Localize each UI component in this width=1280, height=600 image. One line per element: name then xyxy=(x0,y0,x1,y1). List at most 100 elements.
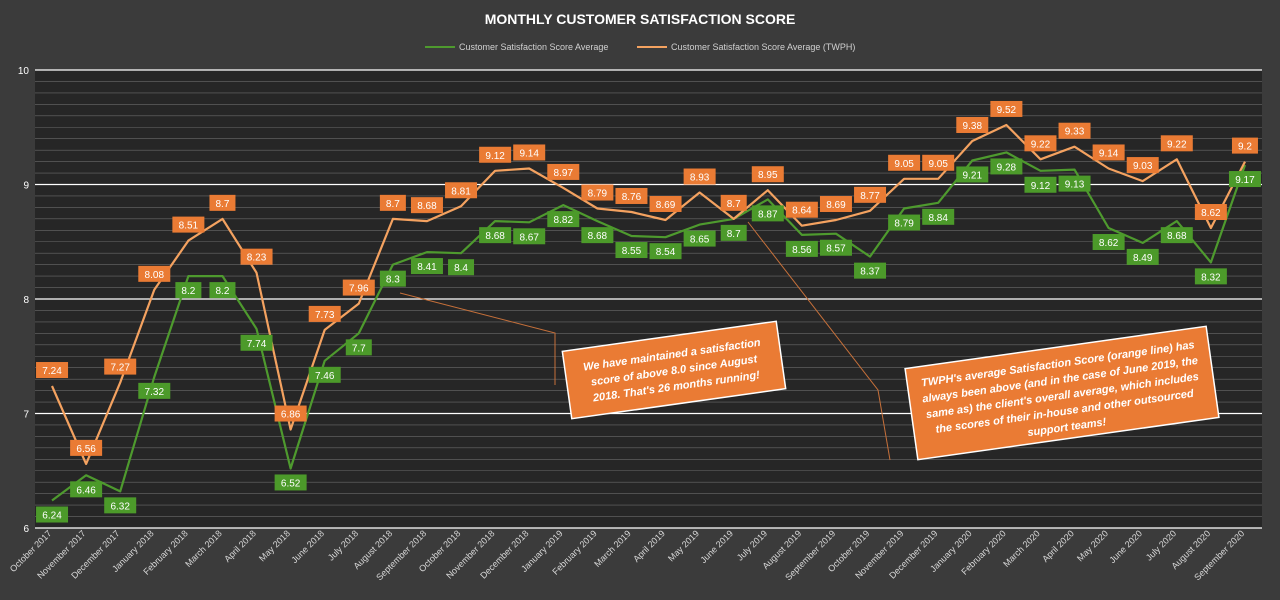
data-label-text: 9.13 xyxy=(1065,180,1085,191)
data-label-bg xyxy=(1194,204,1227,221)
data-label-green: 8.65 xyxy=(683,230,716,247)
data-label-bg xyxy=(240,248,273,265)
data-label-bg xyxy=(345,339,372,356)
y-tick-label: 6 xyxy=(23,524,29,535)
data-label-text: 9.14 xyxy=(1099,148,1119,159)
data-label-text: 8.69 xyxy=(656,200,676,211)
data-label-green: 8.82 xyxy=(547,211,580,228)
data-label-text: 8.97 xyxy=(554,168,574,179)
data-label-green: 8.84 xyxy=(922,208,955,225)
data-label-text: 8.08 xyxy=(145,270,165,281)
y-tick-label: 8 xyxy=(23,295,29,306)
data-label-bg xyxy=(819,195,852,212)
data-label-bg xyxy=(410,197,443,214)
data-label-orange: 9.05 xyxy=(922,154,955,171)
data-label-text: 6.86 xyxy=(281,410,301,421)
data-label-text: 8.69 xyxy=(826,200,846,211)
data-label-bg xyxy=(888,214,921,231)
data-label-bg xyxy=(854,186,887,203)
data-label-text: 9.2 xyxy=(1238,142,1252,153)
data-label-text: 8.4 xyxy=(454,263,468,274)
data-label-text: 9.12 xyxy=(485,151,505,162)
data-label-bg xyxy=(274,405,307,422)
data-label-green: 7.32 xyxy=(138,382,171,399)
data-label-bg xyxy=(513,228,546,245)
data-label-green: 8.68 xyxy=(581,227,614,244)
data-label-orange: 9.03 xyxy=(1126,157,1159,174)
data-label-text: 8.54 xyxy=(656,247,676,258)
data-label-orange: 8.08 xyxy=(138,265,171,282)
data-label-bg xyxy=(308,366,341,383)
data-label-orange: 8.51 xyxy=(172,216,205,233)
data-label-text: 8.62 xyxy=(1201,208,1221,219)
data-label-bg xyxy=(819,239,852,256)
y-tick-label: 7 xyxy=(23,410,29,421)
data-label-bg xyxy=(138,265,171,282)
data-label-bg xyxy=(547,211,580,228)
data-label-text: 7.32 xyxy=(145,387,165,398)
annotation-box-1-bg xyxy=(561,320,787,420)
annotation-pointer-1 xyxy=(399,292,556,385)
data-label-text: 8.68 xyxy=(417,201,437,212)
data-label-orange: 8.76 xyxy=(615,187,648,204)
data-label-bg xyxy=(649,195,682,212)
data-label-orange: 6.86 xyxy=(274,405,307,422)
data-label-green: 8.41 xyxy=(410,258,443,275)
data-label-text: 7.96 xyxy=(349,284,369,295)
data-label-bg xyxy=(720,194,747,211)
data-label-orange: 8.77 xyxy=(854,186,887,203)
data-label-orange: 8.7 xyxy=(379,194,406,211)
data-label-text: 9.52 xyxy=(997,105,1017,116)
data-label-green: 9.28 xyxy=(990,158,1023,175)
data-label-bg xyxy=(209,194,236,211)
data-label-bg xyxy=(683,168,716,185)
data-label-orange: 7.27 xyxy=(104,358,137,375)
data-label-text: 8.82 xyxy=(554,215,574,226)
data-label-text: 8.41 xyxy=(417,262,437,273)
data-label-green: 8.87 xyxy=(751,205,784,222)
data-label-bg xyxy=(1024,135,1057,152)
data-label-text: 8.7 xyxy=(727,199,741,210)
chart-title: MONTHLY CUSTOMER SATISFACTION SCORE xyxy=(485,11,796,27)
data-label-text: 8.79 xyxy=(588,189,608,200)
data-label-text: 6.46 xyxy=(76,485,96,496)
data-label-green: 8.49 xyxy=(1126,248,1159,265)
data-label-bg xyxy=(854,262,887,279)
data-label-text: 8.57 xyxy=(826,244,846,255)
data-label-text: 8.68 xyxy=(588,231,608,242)
data-label-text: 8.81 xyxy=(451,186,471,197)
data-label-text: 6.56 xyxy=(76,444,96,455)
data-label-orange: 8.79 xyxy=(581,184,614,201)
data-label-green: 7.7 xyxy=(345,339,372,356)
data-label-text: 8.68 xyxy=(485,231,505,242)
data-label-bg xyxy=(615,242,648,259)
data-label-orange: 9.14 xyxy=(513,144,546,161)
data-label-bg xyxy=(70,481,103,498)
data-label-orange: 7.24 xyxy=(36,362,69,379)
data-label-bg xyxy=(751,205,784,222)
data-label-green: 8.37 xyxy=(854,262,887,279)
data-label-orange: 8.97 xyxy=(547,163,580,180)
data-label-bg xyxy=(1231,137,1258,154)
data-label-bg xyxy=(581,227,614,244)
data-label-text: 8.51 xyxy=(179,221,199,232)
data-label-green: 8.54 xyxy=(649,243,682,260)
data-label-text: 9.38 xyxy=(963,121,983,132)
data-label-green: 6.24 xyxy=(36,506,69,523)
data-label-text: 9.12 xyxy=(1031,181,1051,192)
data-label-text: 8.95 xyxy=(758,170,778,181)
data-label-bg xyxy=(513,144,546,161)
data-label-orange: 9.38 xyxy=(956,116,989,133)
data-label-text: 7.46 xyxy=(315,371,335,382)
data-label-orange: 7.73 xyxy=(308,305,341,322)
data-label-bg xyxy=(274,474,307,491)
data-label-green: 6.46 xyxy=(70,481,103,498)
data-label-bg xyxy=(479,227,512,244)
data-label-bg xyxy=(479,146,512,163)
data-label-bg xyxy=(922,208,955,225)
data-label-bg xyxy=(922,154,955,171)
data-label-bg xyxy=(547,163,580,180)
data-label-orange: 7.96 xyxy=(342,279,375,296)
data-label-orange: 6.56 xyxy=(70,439,103,456)
